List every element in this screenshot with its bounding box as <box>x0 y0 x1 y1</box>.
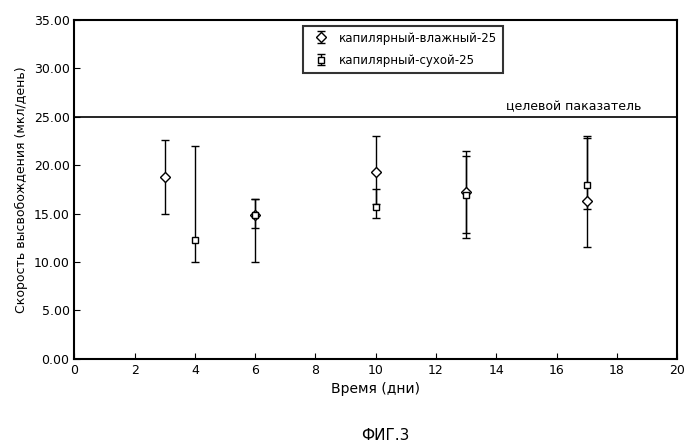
Legend: капилярный-влажный-25, капилярный-сухой-25: капилярный-влажный-25, капилярный-сухой-… <box>303 26 503 73</box>
Text: ФИГ.3: ФИГ.3 <box>360 427 409 443</box>
X-axis label: Время (дни): Время (дни) <box>331 382 420 396</box>
Text: целевой паказатель: целевой паказатель <box>505 100 641 113</box>
Y-axis label: Скорость высвобождения (мкл/день): Скорость высвобождения (мкл/день) <box>15 66 28 313</box>
